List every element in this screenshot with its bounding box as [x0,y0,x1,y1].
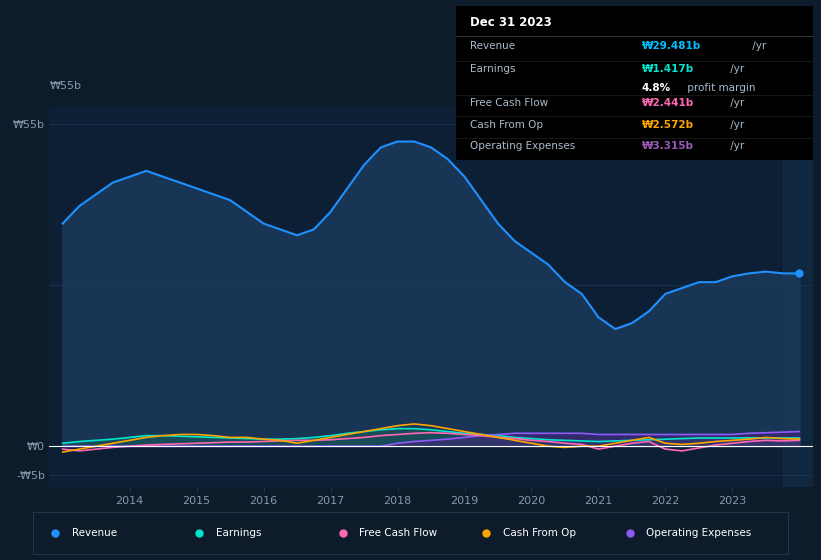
Text: Revenue: Revenue [72,529,117,538]
Text: ₩2.441b: ₩2.441b [641,98,694,108]
Text: /yr: /yr [727,98,745,108]
Text: Cash From Op: Cash From Op [502,529,576,538]
Text: Earnings: Earnings [470,64,516,74]
Text: ₩3.315b: ₩3.315b [641,141,694,151]
Text: ₩55b: ₩55b [49,81,81,91]
Bar [782,106,813,487]
Text: profit margin: profit margin [684,83,755,92]
Text: ₩29.481b: ₩29.481b [641,41,700,51]
Text: Free Cash Flow: Free Cash Flow [359,529,438,538]
Text: Free Cash Flow: Free Cash Flow [470,98,548,108]
Text: Operating Expenses: Operating Expenses [470,141,576,151]
Text: Earnings: Earnings [216,529,261,538]
Text: ₩1.417b: ₩1.417b [641,64,694,74]
Text: /yr: /yr [727,141,745,151]
Text: 4.8%: 4.8% [641,83,671,92]
Text: Cash From Op: Cash From Op [470,120,543,129]
Text: Operating Expenses: Operating Expenses [646,529,751,538]
Text: /yr: /yr [749,41,766,51]
Text: ₩2.572b: ₩2.572b [641,120,694,129]
Text: /yr: /yr [727,120,745,129]
Text: Revenue: Revenue [470,41,515,51]
Text: /yr: /yr [727,64,745,74]
Text: Dec 31 2023: Dec 31 2023 [470,16,552,29]
